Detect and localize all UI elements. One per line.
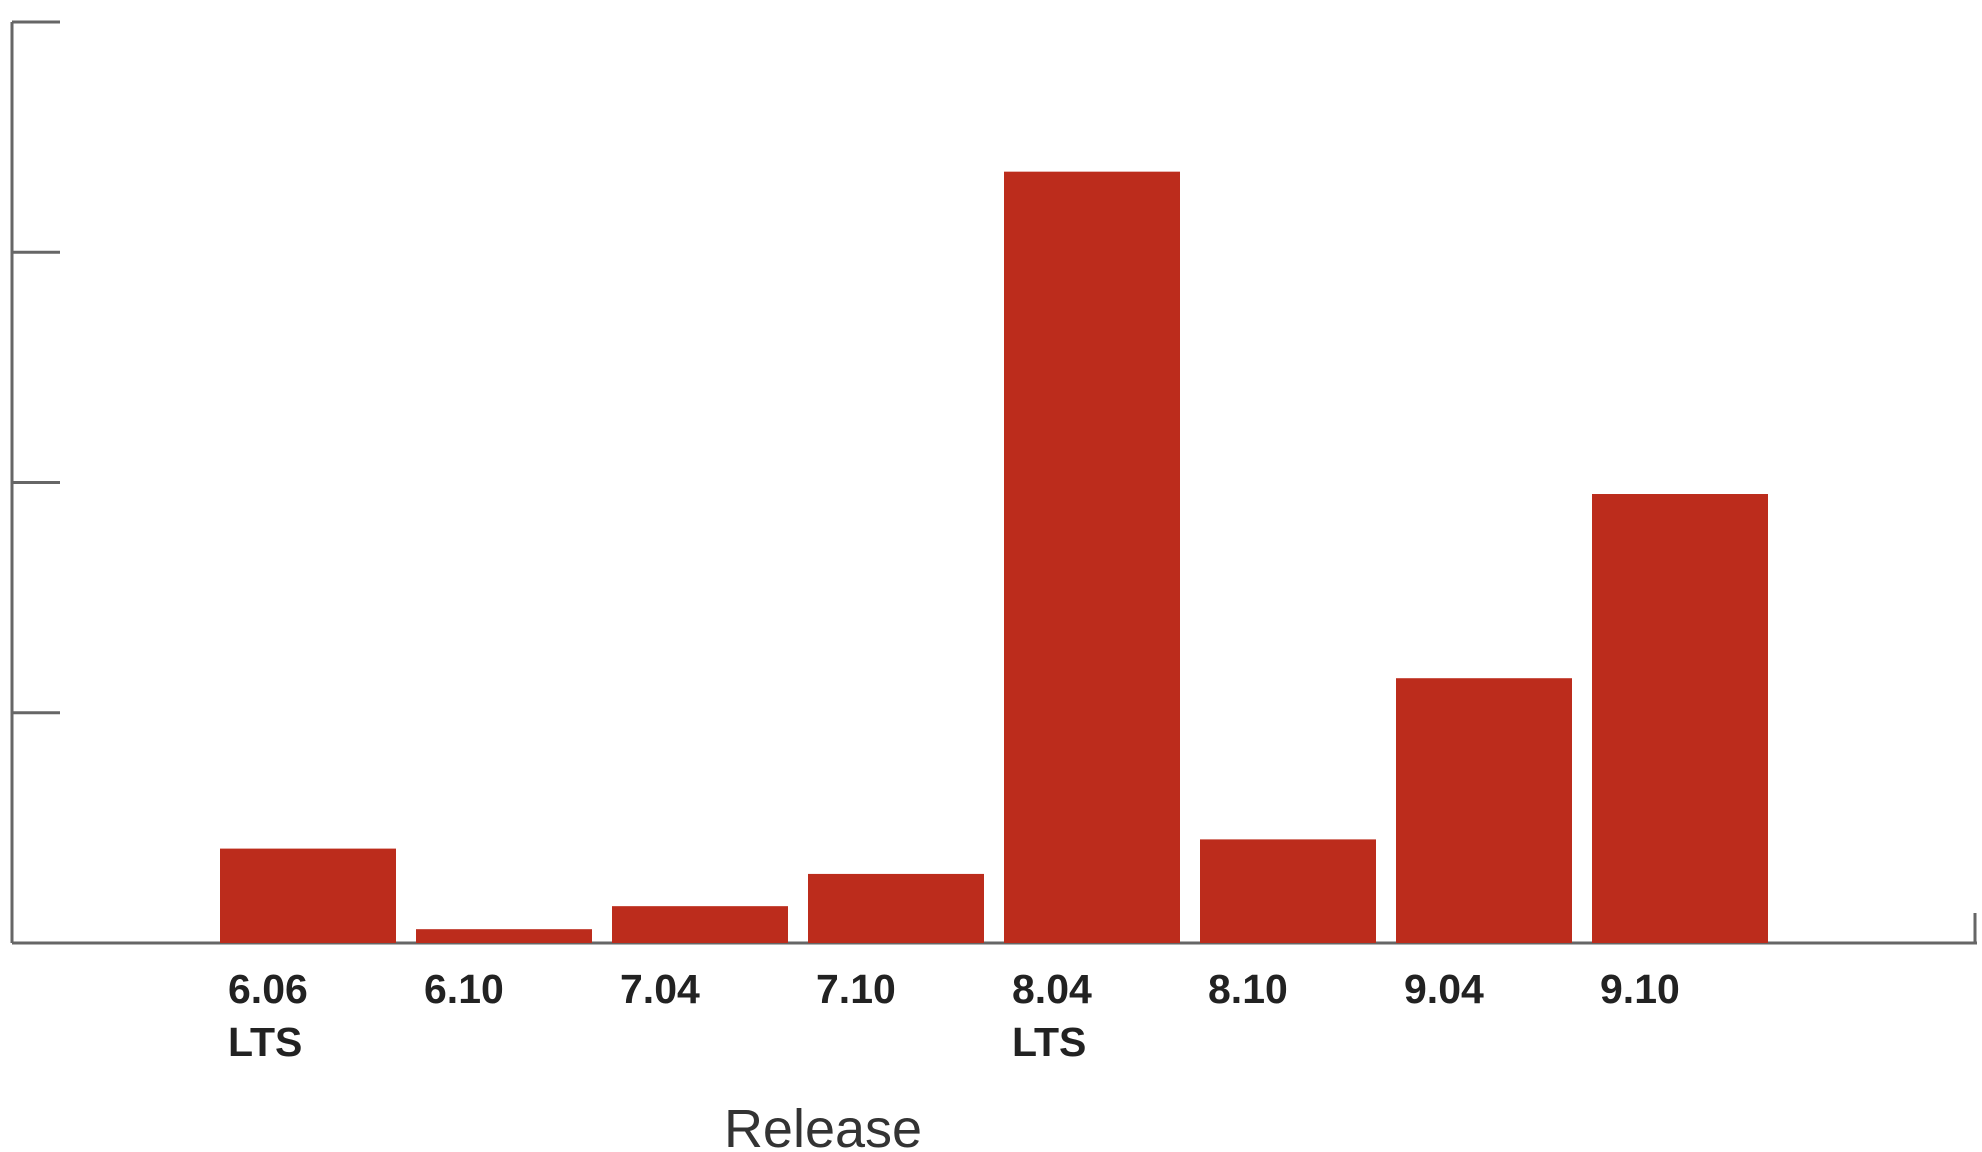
bar-6-10: [416, 929, 592, 943]
x-tick-label-8-10: 8.10: [1208, 966, 1288, 1012]
x-axis-title: Release: [724, 1099, 922, 1152]
x-tick-label-6-10: 6.10: [424, 966, 504, 1012]
bar-9-10: [1592, 494, 1768, 943]
x-tick-label-8-04-line2: LTS: [1012, 1019, 1086, 1065]
bar-7-04: [612, 906, 788, 943]
y-ticks: [12, 20, 60, 945]
bar-6-06: [220, 848, 396, 943]
bar-8-04: [1004, 171, 1180, 944]
bar-9-04: [1396, 678, 1572, 943]
x-tick-label-7-04: 7.04: [620, 966, 700, 1012]
bar-7-10: [808, 873, 984, 943]
x-tick-label-9-10: 9.10: [1600, 966, 1680, 1012]
x-tick-label-6-06-line2: LTS: [228, 1019, 302, 1065]
bars: [220, 171, 1768, 944]
x-tick-label-7-10: 7.10: [816, 966, 896, 1012]
x-tick-label-6-06: 6.06: [228, 966, 308, 1012]
x-tick-label-8-04: 8.04: [1012, 966, 1092, 1012]
bar-8-10: [1200, 839, 1376, 943]
x-tick-labels: 6.06 LTS 6.10 7.04 7.10 8.04 LTS 8.10 9.04 9.10: [228, 966, 1680, 1065]
x-tick-label-9-04: 9.04: [1404, 966, 1484, 1012]
